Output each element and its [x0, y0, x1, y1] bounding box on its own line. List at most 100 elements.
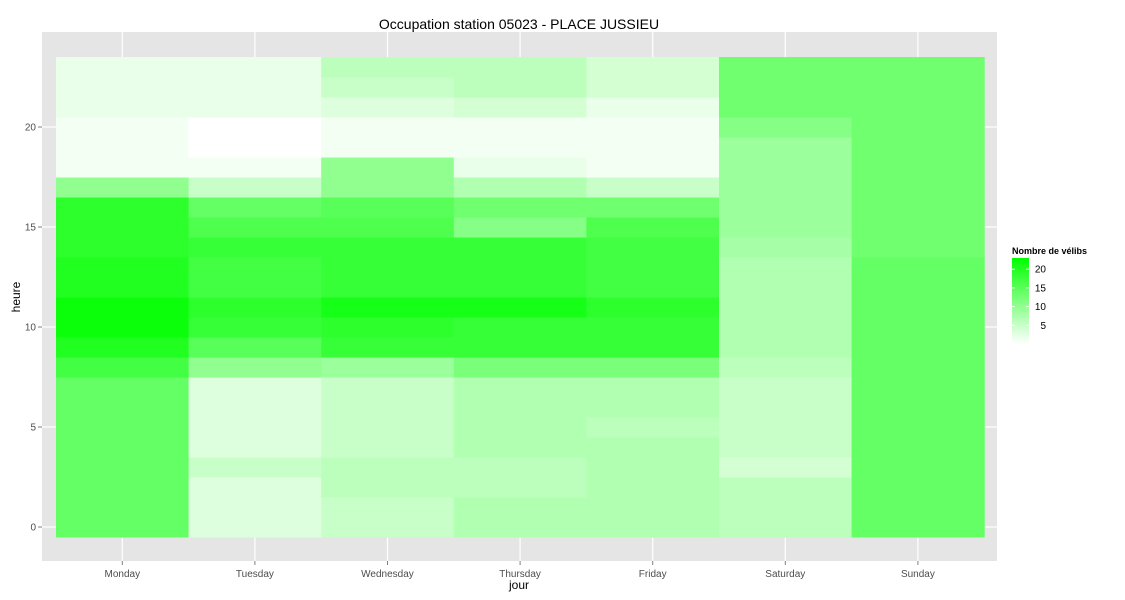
heatmap-cell [719, 437, 853, 458]
heatmap-cell [321, 197, 455, 218]
heatmap-cell [719, 517, 853, 538]
heatmap-cell [321, 397, 455, 418]
y-tick-label: 0 [30, 523, 36, 534]
heatmap-cell [453, 457, 587, 478]
heatmap-cell [719, 377, 853, 398]
heatmap-cell [453, 497, 587, 518]
heatmap-cell [851, 57, 985, 78]
heatmap-cell [453, 297, 587, 318]
heatmap-cell [586, 177, 720, 198]
legend: Nombre de vélibs 5 10 15 20 [1012, 246, 1087, 344]
heatmap-cell [321, 477, 455, 498]
heatmap-cell [321, 257, 455, 278]
heatmap-cell [453, 157, 587, 178]
heatmap-cell [586, 197, 720, 218]
heatmap-cell [56, 197, 190, 218]
heatmap-cell [453, 377, 587, 398]
heatmap-cell [719, 277, 853, 298]
heatmap-cell [56, 97, 190, 118]
heatmap-cell [719, 397, 853, 418]
heatmap-cell [453, 177, 587, 198]
heatmap-cell [188, 197, 322, 218]
heatmap-cell [321, 97, 455, 118]
heatmap-cell [56, 297, 190, 318]
x-tick-label: Saturday [765, 569, 805, 580]
heatmap-cells [56, 57, 985, 538]
heatmap-cell [188, 137, 322, 158]
heatmap-cell [321, 337, 455, 358]
heatmap-cell [56, 237, 190, 258]
y-tick-label: 5 [30, 423, 36, 434]
heatmap-cell [453, 97, 587, 118]
heatmap-cell [586, 317, 720, 338]
heatmap-cell [321, 177, 455, 198]
heatmap-cell [851, 97, 985, 118]
heatmap-cell [851, 197, 985, 218]
heatmap-cell [56, 57, 190, 78]
heatmap-cell [321, 57, 455, 78]
heatmap-cell [851, 277, 985, 298]
legend-tick-label: 5 [1040, 321, 1046, 332]
heatmap-cell [56, 217, 190, 238]
heatmap-cell [719, 317, 853, 338]
heatmap-cell [586, 77, 720, 98]
heatmap-cell [188, 277, 322, 298]
heatmap-cell [851, 257, 985, 278]
heatmap-cell [56, 257, 190, 278]
heatmap-cell [453, 317, 587, 338]
heatmap-cell [851, 77, 985, 98]
heatmap-cell [321, 417, 455, 438]
heatmap-cell [188, 317, 322, 338]
heatmap-cell [321, 157, 455, 178]
heatmap-cell [453, 477, 587, 498]
heatmap-cell [188, 337, 322, 358]
heatmap-cell [453, 277, 587, 298]
heatmap-cell [719, 197, 853, 218]
heatmap-cell [453, 117, 587, 138]
x-tick-label: Wednesday [361, 569, 414, 580]
heatmap-cell [321, 357, 455, 378]
heatmap-cell [453, 57, 587, 78]
heatmap-cell [188, 157, 322, 178]
heatmap-cell [586, 377, 720, 398]
legend-tick-label: 15 [1035, 283, 1047, 294]
heatmap-cell [188, 377, 322, 398]
heatmap-cell [188, 517, 322, 538]
y-axis-title: heure [9, 281, 23, 312]
heatmap-cell [586, 157, 720, 178]
heatmap-cell [453, 337, 587, 358]
heatmap-cell [586, 277, 720, 298]
heatmap-cell [321, 217, 455, 238]
heatmap-cell [851, 117, 985, 138]
heatmap-cell [719, 297, 853, 318]
heatmap-cell [586, 437, 720, 458]
heatmap-cell [719, 157, 853, 178]
heatmap-cell [321, 77, 455, 98]
heatmap-cell [321, 317, 455, 338]
heatmap-cell [851, 217, 985, 238]
heatmap-cell [851, 297, 985, 318]
heatmap-cell [851, 497, 985, 518]
heatmap-cell [586, 477, 720, 498]
legend-colorbar [1012, 258, 1029, 344]
heatmap-cell [719, 457, 853, 478]
x-tick-label: Friday [639, 569, 667, 580]
heatmap-cell [851, 177, 985, 198]
heatmap-cell [719, 357, 853, 378]
heatmap-cell [188, 97, 322, 118]
heatmap-cell [321, 377, 455, 398]
heatmap-cell [188, 217, 322, 238]
heatmap-cell [56, 357, 190, 378]
heatmap-cell [321, 297, 455, 318]
heatmap-cell [851, 317, 985, 338]
heatmap-cell [453, 137, 587, 158]
heatmap-cell [56, 497, 190, 518]
heatmap-cell [188, 477, 322, 498]
heatmap-cell [719, 57, 853, 78]
heatmap-cell [56, 317, 190, 338]
heatmap-cell [719, 77, 853, 98]
heatmap-cell [321, 497, 455, 518]
heatmap-cell [586, 417, 720, 438]
heatmap-cell [851, 377, 985, 398]
